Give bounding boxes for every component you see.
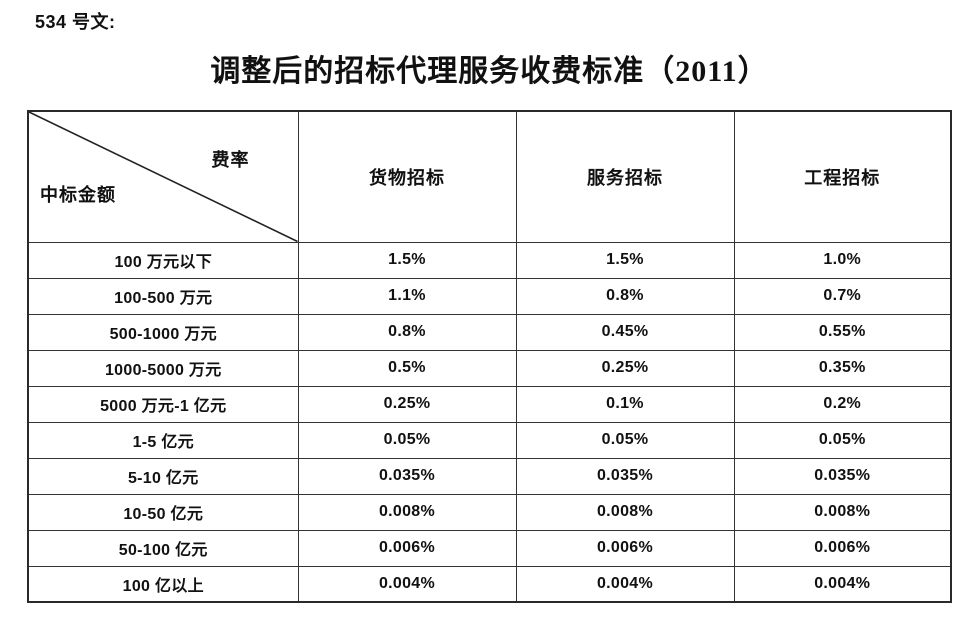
- rate-cell: 0.006%: [297, 529, 517, 567]
- amount-cell: 1000-5000 万元: [27, 349, 299, 387]
- amount-cell: 1-5 亿元: [27, 421, 299, 459]
- amount-cell: 500-1000 万元: [27, 313, 299, 351]
- table-row: 10-50 亿元 0.008% 0.008% 0.008%: [27, 493, 952, 531]
- rate-cell: 0.004%: [297, 565, 517, 603]
- corner-label-amount: 中标金额: [40, 185, 116, 205]
- rate-cell: 0.05%: [515, 421, 735, 459]
- rate-cell: 0.2%: [733, 385, 952, 423]
- column-header-goods: 货物招标: [297, 110, 517, 243]
- rate-cell: 0.004%: [733, 565, 952, 603]
- rate-cell: 0.7%: [733, 277, 952, 315]
- corner-header-cell: 费率 中标金额: [27, 110, 299, 243]
- table-row: 5000 万元-1 亿元 0.25% 0.1% 0.2%: [27, 385, 952, 423]
- rate-cell: 0.1%: [515, 385, 735, 423]
- amount-cell: 5-10 亿元: [27, 457, 299, 495]
- table-row: 500-1000 万元 0.8% 0.45% 0.55%: [27, 313, 952, 351]
- rate-cell: 0.035%: [297, 457, 517, 495]
- corner-label-rate: 费率: [211, 150, 250, 170]
- rate-cell: 0.008%: [297, 493, 517, 531]
- rate-cell: 0.008%: [515, 493, 735, 531]
- page-title: 调整后的招标代理服务收费标准（2011）: [210, 55, 769, 88]
- column-header-services: 服务招标: [515, 110, 735, 243]
- rate-cell: 0.006%: [733, 529, 952, 567]
- rate-cell: 0.8%: [297, 313, 517, 351]
- rate-cell: 1.1%: [297, 277, 517, 315]
- rate-cell: 1.0%: [733, 241, 952, 279]
- rate-cell: 0.004%: [515, 565, 735, 603]
- table-row: 1000-5000 万元 0.5% 0.25% 0.35%: [27, 349, 952, 387]
- rate-cell: 0.25%: [515, 349, 735, 387]
- rate-cell: 0.035%: [733, 457, 952, 495]
- table-row: 50-100 亿元 0.006% 0.006% 0.006%: [27, 529, 952, 567]
- rate-cell: 0.008%: [733, 493, 952, 531]
- rate-cell: 1.5%: [297, 241, 517, 279]
- header-row: 费率 中标金额 货物招标 服务招标 工程招标: [27, 110, 952, 243]
- rate-cell: 0.05%: [297, 421, 517, 459]
- rate-cell: 0.05%: [733, 421, 952, 459]
- amount-cell: 10-50 亿元: [27, 493, 299, 531]
- amount-cell: 100 万元以下: [27, 241, 299, 279]
- rate-cell: 1.5%: [515, 241, 735, 279]
- rate-cell: 0.5%: [297, 349, 517, 387]
- amount-cell: 100 亿以上: [27, 565, 299, 603]
- table-row: 100-500 万元 1.1% 0.8% 0.7%: [27, 277, 952, 315]
- rate-cell: 0.55%: [733, 313, 952, 351]
- table-row: 100 万元以下 1.5% 1.5% 1.0%: [27, 241, 952, 279]
- rate-cell: 0.006%: [515, 529, 735, 567]
- amount-cell: 100-500 万元: [27, 277, 299, 315]
- amount-cell: 50-100 亿元: [27, 529, 299, 567]
- rate-cell: 0.035%: [515, 457, 735, 495]
- column-header-engineering: 工程招标: [733, 110, 952, 243]
- rate-cell: 0.35%: [733, 349, 952, 387]
- rate-cell: 0.25%: [297, 385, 517, 423]
- rate-cell: 0.45%: [515, 313, 735, 351]
- diagonal-divider-line: [29, 112, 298, 242]
- fee-rate-table: 费率 中标金额 货物招标 服务招标 工程招标 100 万元以下 1.5% 1.5% 1…: [27, 110, 952, 603]
- table-row: 1-5 亿元 0.05% 0.05% 0.05%: [27, 421, 952, 459]
- table-row: 100 亿以上 0.004% 0.004% 0.004%: [27, 565, 952, 603]
- rate-cell: 0.8%: [515, 277, 735, 315]
- amount-cell: 5000 万元-1 亿元: [27, 385, 299, 423]
- table-row: 5-10 亿元 0.035% 0.035% 0.035%: [27, 457, 952, 495]
- doc-ref-label: 534 号文:: [35, 12, 116, 32]
